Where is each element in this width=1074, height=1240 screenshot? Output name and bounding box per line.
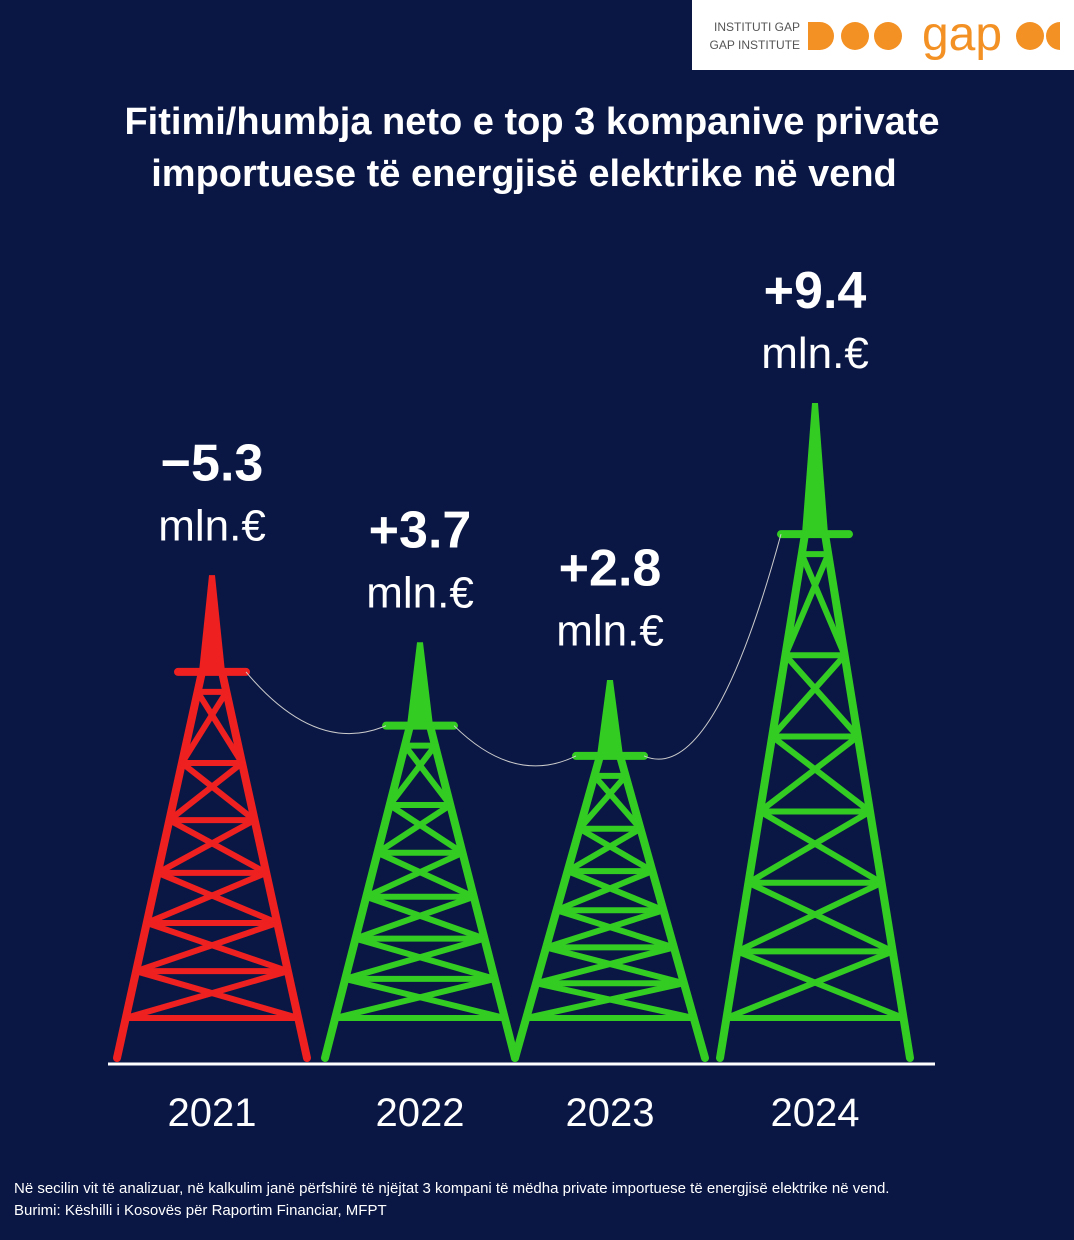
tower-brace	[564, 868, 667, 914]
tower-brace	[342, 935, 488, 982]
tower-brace	[576, 772, 629, 832]
tower-brace	[756, 733, 861, 815]
tower-brace	[332, 975, 498, 1021]
cable	[643, 534, 782, 760]
tower-brace	[798, 551, 848, 659]
tower-brace	[745, 808, 874, 886]
value-unit: mln.€	[158, 501, 266, 550]
tower-brace	[553, 907, 677, 951]
tower-brace	[734, 879, 885, 955]
tower-leg	[821, 530, 914, 1062]
tower-leg	[113, 667, 206, 1062]
tower-brace	[782, 652, 861, 740]
logo-wordmark: gap	[922, 8, 1002, 61]
tower-brace	[178, 688, 230, 767]
tower-brace	[401, 742, 454, 809]
tower-brace	[564, 825, 644, 875]
tower-brace	[543, 907, 667, 951]
footnote: Burimi: Këshilli i Kosovës për Raportim …	[14, 1202, 387, 1219]
value-label: +9.4	[764, 262, 867, 320]
tower-brace	[576, 825, 656, 875]
tower-leg	[426, 721, 519, 1062]
value-unit: mln.€	[556, 606, 664, 655]
tower-brace	[143, 869, 270, 926]
tower-brace	[745, 879, 896, 955]
tower-brace	[386, 742, 439, 809]
tower-brace	[374, 849, 477, 900]
tower-brace	[553, 868, 656, 914]
tower-brace	[374, 802, 454, 856]
logo-mark	[1016, 22, 1044, 50]
tower-brace	[782, 551, 832, 659]
value-label: +2.8	[559, 539, 662, 597]
tower-brace	[166, 817, 270, 876]
tower-brace	[194, 688, 246, 767]
tower	[716, 402, 914, 1062]
x-tick-label: 2021	[168, 1091, 257, 1135]
logo-mark	[808, 22, 1060, 50]
tower-brace	[143, 919, 291, 975]
tower-leg	[218, 667, 311, 1062]
tower-brace	[122, 968, 291, 1021]
footnote: Në secilin vit të analizuar, në kalkulim…	[14, 1180, 889, 1197]
tower-brace	[154, 817, 258, 876]
tower-brace	[756, 808, 885, 886]
logo-text: INSTITUTI GAP	[714, 20, 800, 34]
value-label: −5.3	[161, 434, 264, 492]
cable	[453, 725, 577, 767]
x-tick-label: 2022	[376, 1091, 465, 1135]
logo-text: GAP INSTITUTE	[710, 38, 800, 52]
value-unit: mln.€	[366, 569, 474, 618]
tower-brace	[734, 948, 907, 1021]
tower-brace	[591, 772, 644, 832]
tower	[113, 575, 311, 1062]
chart-title: Fitimi/humbja neto e top 3 kompanive pri…	[124, 101, 939, 143]
tower-leg	[716, 530, 809, 1062]
x-tick-label: 2024	[771, 1091, 860, 1135]
tower	[511, 680, 709, 1062]
chart-title: importuese të energjisë elektrike në ven…	[151, 153, 897, 195]
tower-brace	[166, 760, 246, 824]
value-unit: mln.€	[761, 329, 869, 378]
tower-brace	[154, 869, 281, 926]
tower-brace	[769, 733, 874, 815]
tower-brace	[352, 893, 477, 942]
tower	[321, 642, 519, 1062]
cable	[245, 671, 387, 735]
tower-brace	[133, 919, 281, 975]
tower-brace	[769, 652, 848, 740]
x-tick-label: 2023	[566, 1091, 655, 1135]
tower-brace	[533, 944, 677, 987]
tower-brace	[178, 760, 258, 824]
tower-leg	[321, 721, 414, 1062]
tower-brace	[723, 948, 896, 1021]
value-label: +3.7	[369, 502, 472, 560]
tower-brace	[363, 849, 466, 900]
tower-brace	[523, 980, 687, 1021]
tower-brace	[363, 893, 488, 942]
tower-brace	[386, 802, 466, 856]
